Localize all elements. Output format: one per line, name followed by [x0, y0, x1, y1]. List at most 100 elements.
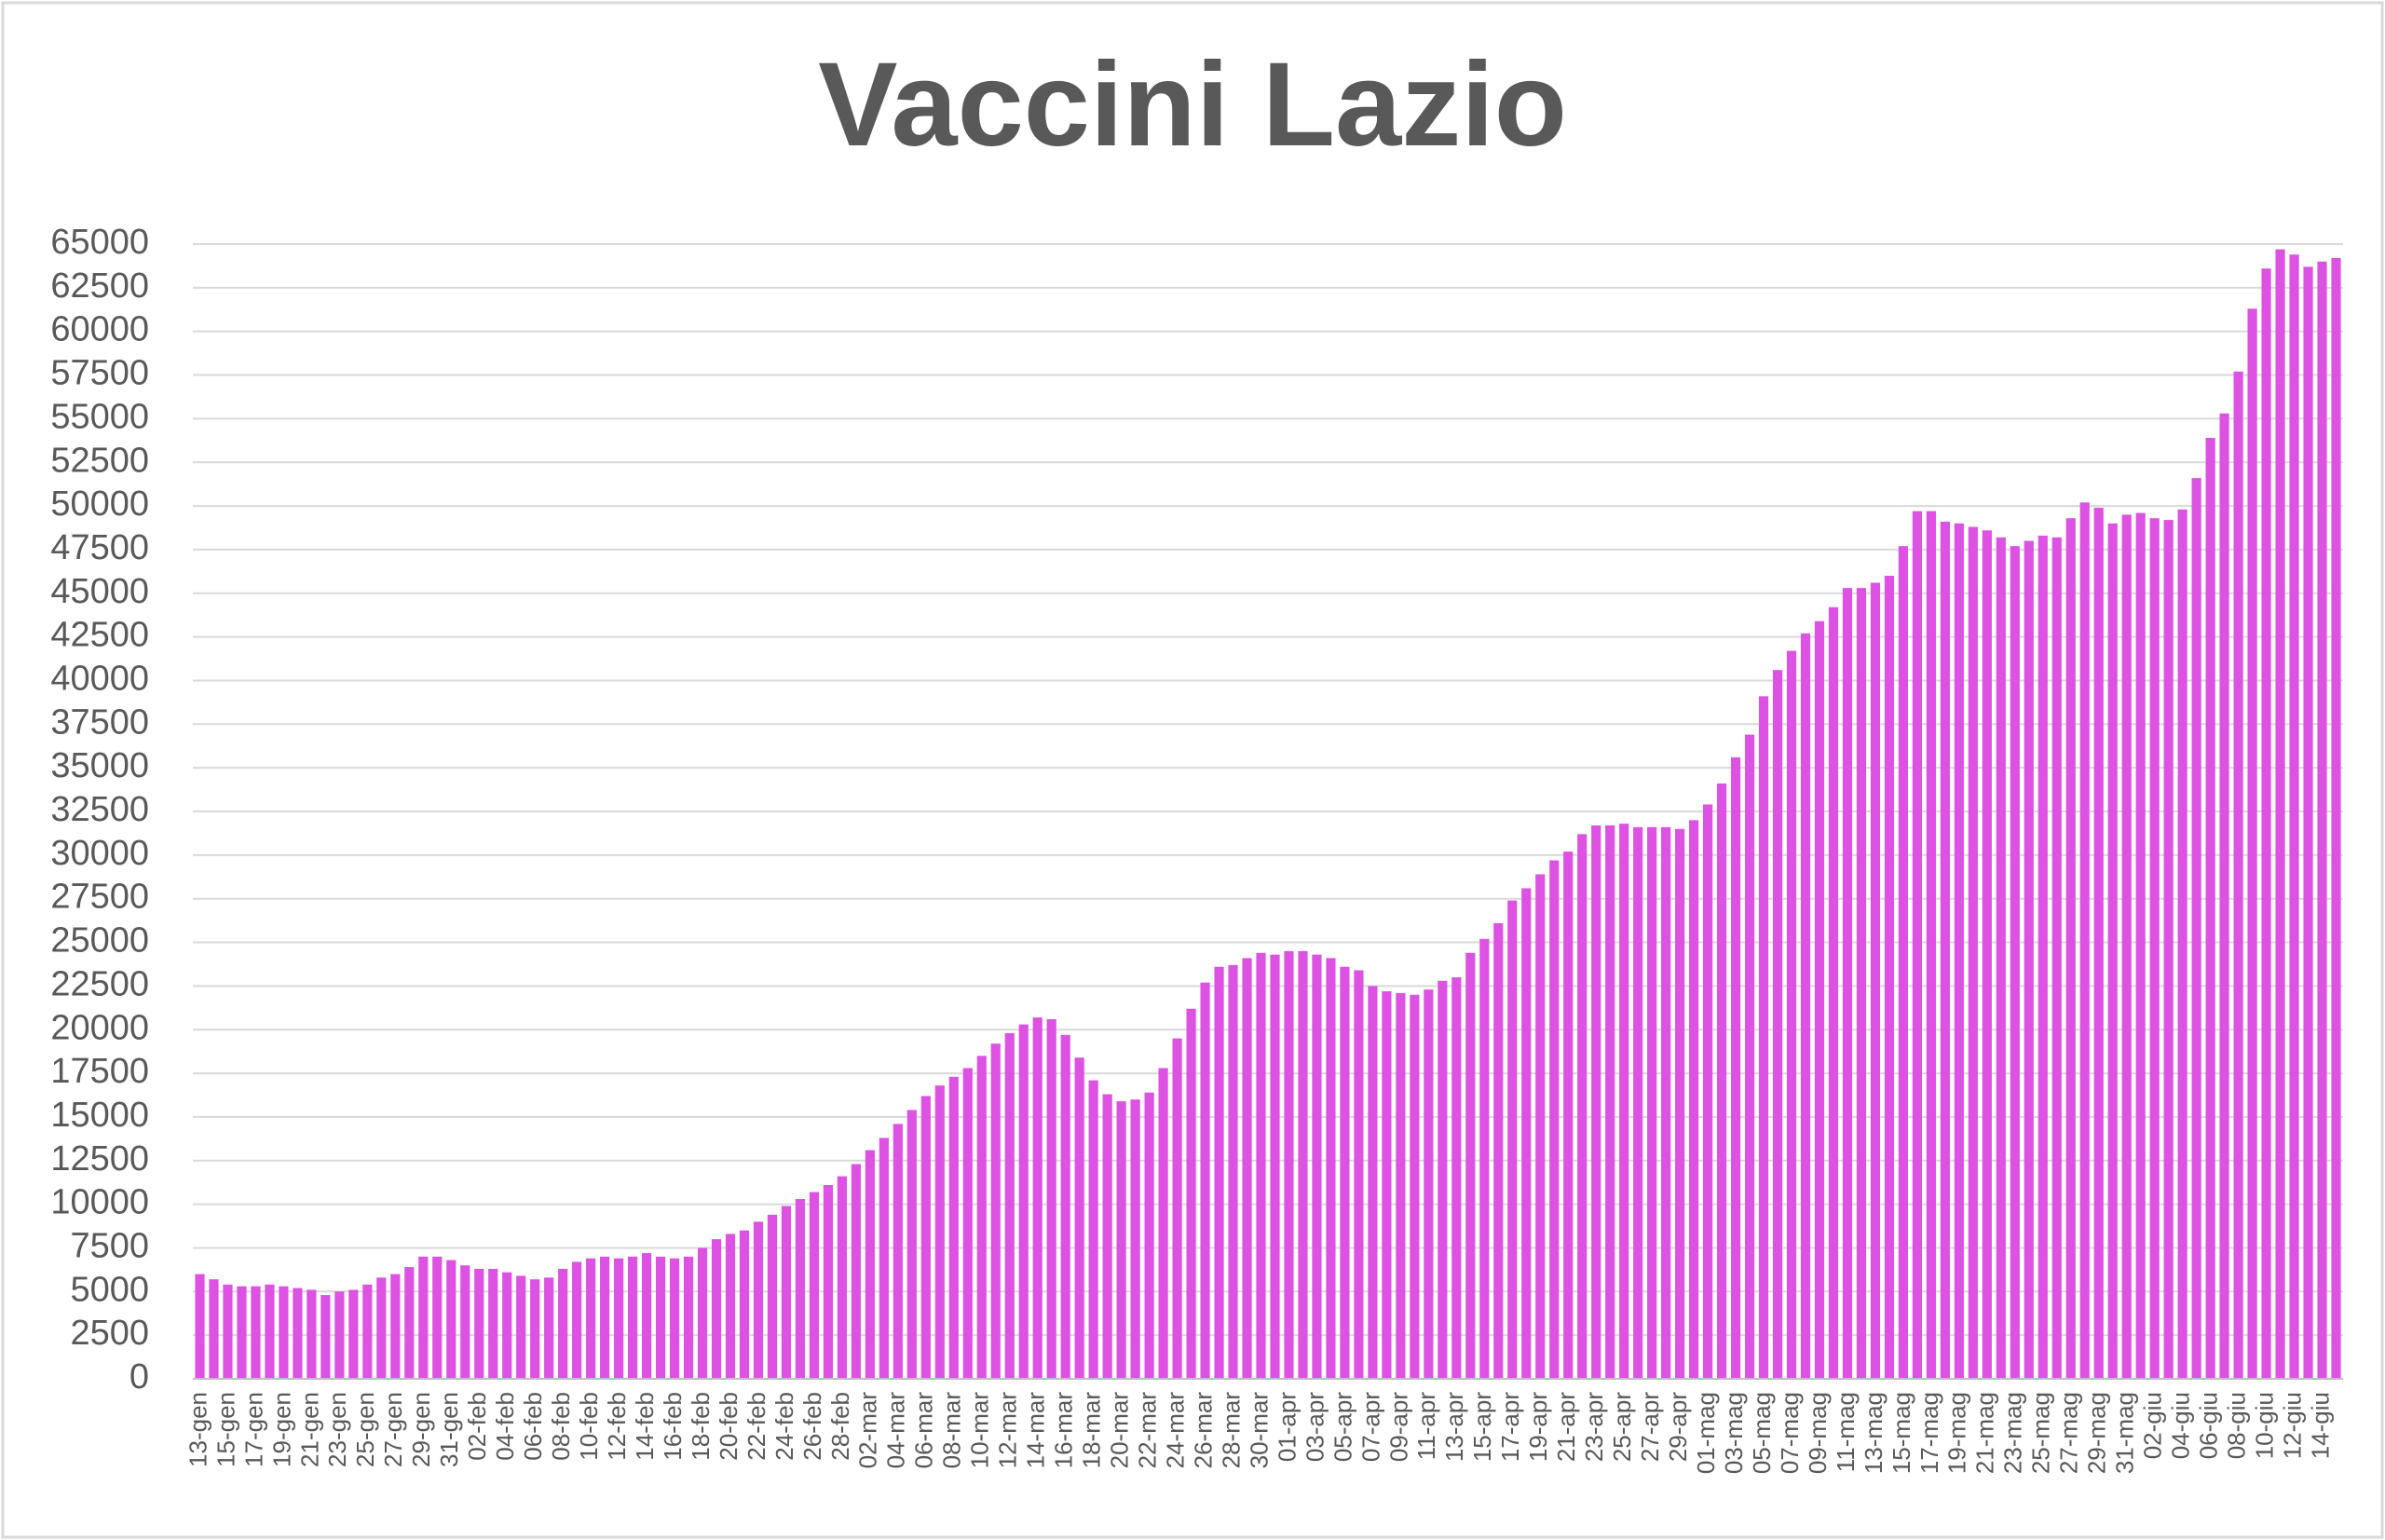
x-tick-label: 21-mag	[1971, 1392, 1999, 1474]
x-tick-label: 15-mag	[1888, 1392, 1915, 1474]
y-tick-label: 15000	[50, 1096, 149, 1135]
bar	[1577, 834, 1588, 1379]
bar	[1926, 511, 1936, 1379]
bar	[1912, 511, 1922, 1379]
bar	[2261, 268, 2271, 1379]
bar	[2135, 512, 2146, 1379]
bar	[600, 1256, 610, 1379]
x-tick-label: 28-mar	[1217, 1392, 1245, 1469]
bar	[376, 1277, 387, 1379]
bar	[781, 1206, 792, 1379]
bar	[404, 1267, 415, 1379]
bar	[1382, 991, 1392, 1379]
y-tick-label: 50000	[50, 484, 149, 524]
bar	[237, 1286, 247, 1379]
x-tick-label: 03-mag	[1720, 1392, 1748, 1474]
bar	[390, 1274, 401, 1379]
x-tick-label: 09-apr	[1384, 1392, 1412, 1462]
bar	[1074, 1057, 1084, 1379]
x-tick-label: 12-feb	[603, 1392, 631, 1461]
bar	[1940, 521, 1950, 1379]
bar	[1870, 582, 1881, 1379]
x-tick-label: 15-gen	[211, 1392, 239, 1467]
x-tick-label: 10-giu	[2250, 1392, 2278, 1459]
bar	[711, 1239, 722, 1379]
bar	[1856, 588, 1867, 1379]
x-tick-label: 13-apr	[1440, 1392, 1468, 1462]
bar	[990, 1043, 1001, 1379]
y-tick-label: 10000	[50, 1183, 149, 1222]
bar	[1493, 922, 1504, 1379]
x-tick-label: 21-gen	[295, 1392, 323, 1467]
bar	[1730, 756, 1741, 1379]
x-tick-label: 29-mag	[2083, 1392, 2111, 1474]
x-tick-label: 02-mar	[854, 1392, 882, 1469]
bar	[837, 1176, 847, 1379]
bar	[223, 1284, 233, 1379]
bar	[1088, 1080, 1098, 1379]
bar	[544, 1277, 554, 1379]
bar	[1340, 966, 1350, 1379]
x-tick-label: 12-giu	[2278, 1392, 2306, 1459]
bar	[1144, 1092, 1154, 1379]
x-tick-label: 13-gen	[184, 1392, 211, 1467]
bar	[1884, 576, 1895, 1379]
x-tick-label: 17-mag	[1915, 1392, 1943, 1474]
bar	[2093, 507, 2104, 1379]
y-tick-label: 42500	[50, 616, 149, 655]
x-tick-label: 02-giu	[2139, 1392, 2167, 1459]
bar	[320, 1295, 331, 1379]
x-tick-label: 08-giu	[2222, 1392, 2250, 1459]
x-tick-label: 24-mar	[1161, 1392, 1189, 1469]
x-tick-label: 05-apr	[1329, 1392, 1356, 1462]
bar	[1270, 954, 1280, 1379]
x-tick-label: 04-giu	[2167, 1392, 2195, 1459]
bar	[2079, 502, 2090, 1379]
x-tick-label: 29-apr	[1664, 1392, 1692, 1462]
x-tick-label: 24-feb	[770, 1392, 798, 1461]
x-tick-label: 08-feb	[547, 1392, 575, 1461]
bar	[865, 1150, 875, 1379]
bar	[209, 1279, 219, 1379]
bar	[1996, 537, 2006, 1379]
x-tick-label: 23-gen	[323, 1392, 351, 1467]
x-tick-label: 26-feb	[798, 1392, 826, 1461]
x-tick-label: 07-mag	[1776, 1392, 1804, 1474]
x-tick-label: 15-apr	[1468, 1392, 1496, 1462]
bar	[2149, 518, 2160, 1379]
x-tick-label: 19-gen	[267, 1392, 295, 1467]
bar	[586, 1258, 596, 1379]
y-tick-label: 37500	[50, 702, 149, 742]
bar	[446, 1260, 457, 1379]
x-tick-label: 09-mag	[1804, 1392, 1832, 1474]
bar	[2247, 308, 2257, 1380]
bar	[1032, 1017, 1043, 1379]
bar	[767, 1214, 778, 1379]
bar	[1591, 825, 1601, 1379]
x-tick-label: 06-feb	[519, 1392, 547, 1461]
y-tick-label: 40000	[50, 659, 149, 698]
bar	[2107, 523, 2118, 1379]
bar	[334, 1291, 345, 1379]
x-tick-label: 16-mar	[1050, 1392, 1078, 1469]
bar	[893, 1124, 903, 1379]
bar	[934, 1085, 945, 1379]
bar	[1535, 874, 1546, 1379]
bar	[1354, 970, 1364, 1379]
x-tick-label: 20-feb	[715, 1392, 743, 1461]
bar	[1800, 633, 1811, 1379]
chart-title: Vaccini Lazio	[818, 38, 1567, 171]
bar	[2010, 546, 2020, 1379]
bar	[2219, 413, 2229, 1380]
bar	[1675, 828, 1685, 1379]
x-tick-label: 10-feb	[575, 1392, 603, 1461]
bar	[1018, 1024, 1029, 1379]
bar	[851, 1164, 861, 1379]
bar	[460, 1265, 470, 1379]
bar	[1451, 977, 1462, 1379]
bar	[962, 1068, 973, 1379]
bar	[251, 1286, 261, 1379]
x-tick-label: 27-gen	[379, 1392, 407, 1467]
bar	[530, 1279, 540, 1379]
